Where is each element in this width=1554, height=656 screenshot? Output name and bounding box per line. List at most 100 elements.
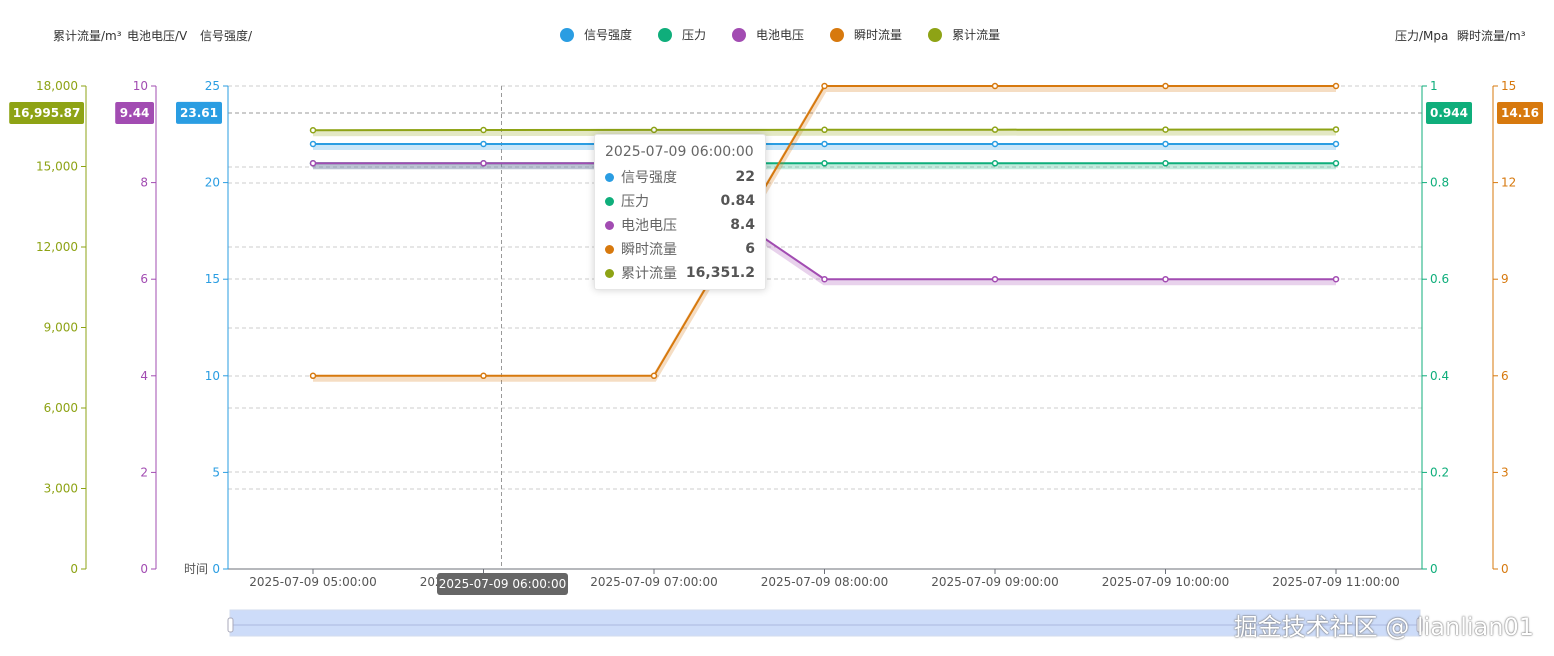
- pressure-tick-label: 0: [1430, 562, 1438, 576]
- signal-tick-label: 5: [212, 465, 220, 479]
- data-point: [480, 372, 487, 380]
- cumulative-tick-label: 18,000: [36, 79, 78, 93]
- instant-pointer-badge: [1497, 102, 1543, 125]
- pressure-pointer-badge-label: 0.944: [1430, 106, 1468, 120]
- pressure-pointer-badge: [1426, 102, 1472, 125]
- data-point: [309, 372, 317, 380]
- tooltip-row-name: 累计流量: [621, 266, 677, 282]
- data-point: [650, 126, 658, 134]
- cumulative-axis-title: 累计流量/m³: [53, 29, 122, 43]
- tooltip-row-marker: [605, 268, 614, 278]
- x-tick-label: 2025-07-09 10:00:00: [1102, 575, 1229, 589]
- datazoom-track: [230, 610, 1420, 636]
- tooltip-row: 压力 0.84: [605, 191, 755, 211]
- cumulative-tick-label: 6,000: [44, 401, 78, 415]
- pressure-tick-label: 0.2: [1430, 465, 1449, 479]
- voltage-tick-label: 8: [140, 176, 148, 190]
- data-point: [1332, 126, 1340, 133]
- data-point: [309, 126, 317, 134]
- chart-tooltip: 2025-07-09 06:00:00 信号强度 22 压力 0.84 电池电压…: [594, 134, 766, 290]
- voltage-axis-title: 电池电压/V: [127, 29, 188, 43]
- legend-item-voltage[interactable]: 电池电压: [732, 26, 804, 43]
- legend-signal-marker: [560, 27, 574, 42]
- x-tick-label: 2025-07-09 08:00:00: [761, 575, 888, 589]
- data-point: [309, 160, 317, 167]
- pressure-tick-label: 1: [1430, 79, 1438, 93]
- data-point: [480, 126, 487, 134]
- data-point: [821, 160, 828, 167]
- tooltip-row: 累计流量 16,351.2: [605, 263, 755, 283]
- data-point: [1162, 275, 1169, 283]
- tooltip-row-name: 电池电压: [621, 218, 677, 234]
- tooltip-row-marker: [605, 220, 614, 230]
- instant-tick-label: 15: [1501, 79, 1516, 93]
- voltage-tick-label: 6: [140, 272, 148, 286]
- legend-voltage-label: 电池电压: [756, 28, 805, 42]
- data-point: [1332, 160, 1340, 167]
- tooltip-row-marker: [605, 172, 614, 182]
- voltage-tick-label: 0: [140, 562, 148, 576]
- x-axis-name: 时间: [184, 562, 208, 576]
- tooltip-row-name: 信号强度: [621, 170, 677, 186]
- legend-item-instant[interactable]: 瞬时流量: [830, 26, 902, 43]
- x-pointer-label: 2025-07-09 06:00:00: [437, 573, 568, 595]
- data-point: [480, 140, 487, 148]
- signal-pointer-badge: [176, 101, 222, 124]
- data-point: [821, 126, 828, 134]
- data-point: [1162, 82, 1169, 90]
- voltage-tick-label: 2: [140, 465, 148, 479]
- tooltip-row-marker: [605, 244, 614, 254]
- cumulative-tick-label: 12,000: [36, 240, 78, 254]
- signal-axis-title: 信号强度/: [200, 29, 253, 43]
- tooltip-row: 瞬时流量 6: [605, 239, 755, 259]
- tooltip-row-marker: [605, 196, 614, 206]
- pressure-axis-title: 压力/Mpa: [1395, 29, 1449, 43]
- voltage-tick-label: 4: [140, 369, 148, 383]
- data-point: [1162, 140, 1169, 148]
- legend-signal-label: 信号强度: [584, 28, 633, 42]
- legend-item-signal[interactable]: 信号强度: [560, 26, 632, 43]
- legend-item-pressure[interactable]: 压力: [658, 26, 706, 43]
- pressure-tick-label: 0.6: [1430, 272, 1449, 286]
- signal-tick-label: 10: [205, 369, 220, 383]
- series-line: [313, 162, 1336, 281]
- cumulative-tick-label: 9,000: [44, 321, 78, 335]
- data-point: [1332, 82, 1340, 90]
- tooltip-row-value: 16,351.2: [685, 265, 755, 281]
- legend-pressure-label: 压力: [682, 28, 707, 42]
- instant-tick-label: 6: [1501, 369, 1509, 383]
- tooltip-row-value: 6: [745, 241, 755, 257]
- tooltip-title: 2025-07-09 06:00:00: [605, 144, 754, 160]
- voltage-pointer-badge-label: 9.44: [120, 106, 150, 120]
- legend-pressure-marker: [658, 27, 673, 42]
- legend-item-cumulative[interactable]: 累计流量: [928, 26, 1000, 43]
- data-point: [480, 160, 487, 167]
- signal-tick-label: 25: [205, 79, 220, 93]
- x-tick-label: 2025-07-09 07:00:00: [590, 575, 717, 589]
- tooltip-row-value: 0.84: [720, 193, 755, 209]
- data-point: [1332, 275, 1340, 283]
- instant-tick-label: 0: [1501, 562, 1509, 576]
- data-point: [991, 82, 999, 90]
- voltage-pointer-badge: [115, 102, 154, 125]
- legend-cumulative-marker: [928, 27, 943, 42]
- legend-instant-marker: [830, 27, 845, 42]
- x-tick-label: 2025-07-09 05:00:00: [249, 575, 376, 589]
- instant-tick-label: 12: [1501, 176, 1516, 190]
- signal-pointer-badge-label: 23.61: [180, 106, 218, 120]
- x-tick-label: 2025-07-09 11:00:00: [1272, 575, 1399, 589]
- data-point: [309, 140, 317, 148]
- tooltip-row-value: 8.4: [730, 217, 755, 233]
- tooltip-row: 信号强度 22: [605, 167, 755, 187]
- legend-voltage-marker: [732, 27, 747, 42]
- signal-tick-label: 0: [212, 562, 220, 576]
- tooltip-row-value: 22: [735, 169, 755, 185]
- cumulative-tick-label: 15,000: [36, 160, 78, 174]
- data-point: [991, 275, 999, 283]
- legend-cumulative-label: 累计流量: [952, 28, 1001, 42]
- signal-tick-label: 20: [205, 176, 220, 190]
- data-point: [821, 140, 828, 148]
- data-point: [1162, 126, 1169, 133]
- instant-tick-label: 9: [1501, 272, 1509, 286]
